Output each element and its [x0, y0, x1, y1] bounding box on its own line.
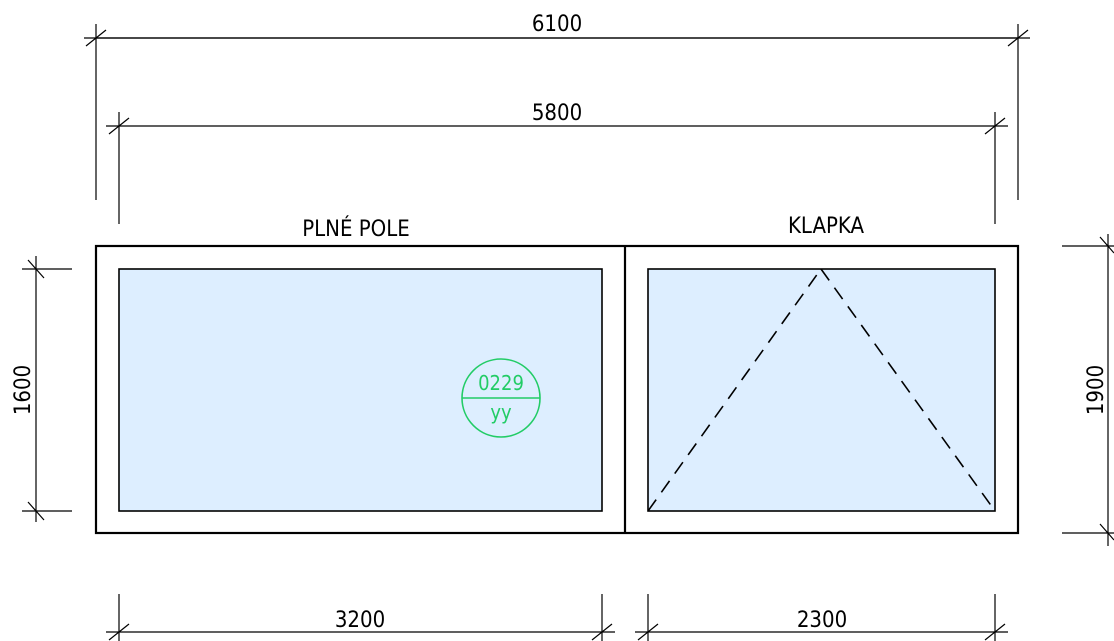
- dimension-left-pane-width: [106, 594, 615, 641]
- dimension-left-height-label: 1600: [11, 365, 36, 415]
- dimension-inner-width-label: 5800: [532, 101, 582, 126]
- left-glass-pane: [118, 268, 603, 512]
- dimension-overall-width-label: 6100: [532, 12, 582, 37]
- dimension-left-height: [22, 256, 72, 522]
- dimension-right-pane-width-label: 2300: [797, 608, 847, 633]
- flap-opening-indicator: [647, 268, 996, 512]
- tag-number: 0229: [478, 371, 524, 395]
- dimension-right-pane-width: [635, 594, 1008, 641]
- dimension-overall-width: [84, 24, 1030, 200]
- element-tag: 0229 yy: [461, 358, 541, 438]
- left-pane-label: PLNÉ POLE: [302, 216, 410, 242]
- right-pane-label: KLAPKA: [788, 214, 865, 239]
- tag-code: yy: [490, 400, 512, 424]
- dimension-left-pane-width-label: 3200: [335, 608, 385, 633]
- dimension-right-height-label: 1900: [1084, 365, 1109, 415]
- right-glass-pane: [647, 268, 996, 512]
- dimension-right-height: [1062, 234, 1114, 546]
- dimension-inner-width: [106, 112, 1008, 224]
